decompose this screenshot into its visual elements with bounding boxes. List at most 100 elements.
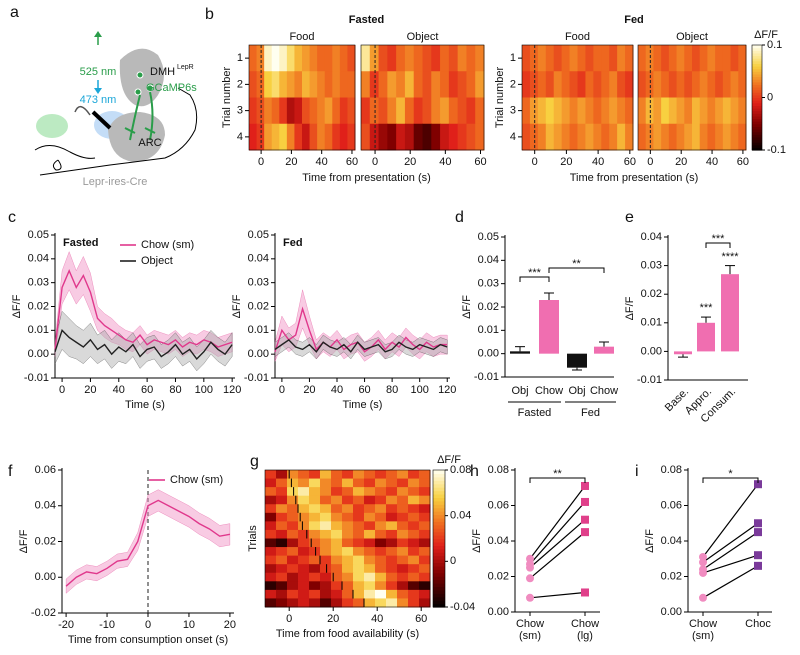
heatmap-cell bbox=[408, 555, 420, 565]
x-tick-label: 40 bbox=[316, 156, 328, 168]
heatmap-cell bbox=[386, 538, 398, 548]
heatmap-cell bbox=[302, 71, 311, 98]
heatmap-cell bbox=[668, 123, 678, 151]
heatmap-cell bbox=[529, 71, 539, 98]
pair-line bbox=[529, 519, 586, 569]
significance-label: *** bbox=[712, 233, 726, 245]
y-axis-label: ΔF/F bbox=[18, 529, 30, 553]
x-tick-label: Choc bbox=[745, 618, 771, 630]
heatmap-cell bbox=[577, 123, 586, 151]
heatmap-cell bbox=[342, 555, 354, 565]
heatmap-cell bbox=[431, 71, 441, 98]
heatmap-cell bbox=[653, 45, 662, 72]
heatmap-cell bbox=[298, 504, 310, 514]
heatmap-cell bbox=[475, 45, 485, 72]
pair-line bbox=[702, 483, 759, 558]
heatmap-cell bbox=[265, 564, 277, 574]
heatmap-cell bbox=[419, 478, 431, 488]
y-tick-label: 0.08 bbox=[661, 464, 682, 476]
y-tick-label: 0.05 bbox=[28, 229, 49, 241]
heatmap-cell bbox=[298, 529, 310, 539]
heatmap-cell bbox=[408, 589, 420, 599]
heatmap-cell bbox=[730, 71, 739, 98]
heatmap-cell bbox=[408, 495, 420, 505]
heatmap-cell bbox=[638, 71, 647, 98]
point bbox=[581, 588, 589, 597]
y-tick-label: 0.04 bbox=[248, 253, 269, 265]
group-title: Fasted bbox=[349, 14, 384, 26]
heatmap-cell bbox=[309, 564, 321, 574]
point bbox=[754, 528, 762, 537]
significance-bracket bbox=[702, 477, 759, 483]
heatmap-cell bbox=[276, 529, 288, 539]
heatmap-cell bbox=[561, 45, 571, 72]
heatmap-cell bbox=[387, 123, 397, 151]
heatmap-cell bbox=[396, 71, 406, 98]
heatmap-cell bbox=[645, 97, 654, 125]
heatmap-cell bbox=[676, 97, 685, 125]
heatmap-cell bbox=[431, 123, 441, 151]
heatmap-cell bbox=[738, 123, 747, 151]
heatmap-cell bbox=[408, 512, 420, 522]
heatmap-cell bbox=[324, 45, 333, 72]
x-tick-label: 60 bbox=[358, 384, 370, 396]
heatmap-cell bbox=[364, 529, 376, 539]
heatmap-cell bbox=[386, 470, 398, 480]
heatmap-cell bbox=[715, 97, 724, 125]
heatmap-cell bbox=[375, 564, 387, 574]
heatmap-cell bbox=[332, 45, 341, 72]
heatmap-cell bbox=[419, 521, 431, 531]
heatmap-cell bbox=[331, 521, 343, 531]
colorbar-segment bbox=[433, 596, 445, 601]
pair-line bbox=[529, 485, 586, 560]
panel-label: e bbox=[625, 209, 634, 226]
x-tick-label: 20 bbox=[675, 156, 687, 168]
heatmap-cell bbox=[545, 97, 555, 125]
heatmap-cell bbox=[320, 547, 332, 557]
y-tick-label: 0.04 bbox=[641, 231, 662, 243]
heatmap-cell bbox=[722, 123, 732, 151]
heatmap-cell bbox=[386, 572, 398, 582]
heatmap-cell bbox=[309, 71, 318, 98]
heatmap-cell bbox=[309, 581, 321, 591]
heatmap-cell bbox=[577, 71, 586, 98]
colorbar-segment bbox=[752, 45, 762, 49]
pair-line bbox=[702, 554, 759, 574]
heatmap-cell bbox=[529, 123, 539, 151]
heatmap-cell bbox=[601, 45, 610, 72]
y-tick-label: 0.01 bbox=[478, 324, 499, 336]
x-tick-label: 100 bbox=[195, 384, 213, 396]
heatmap-cell bbox=[545, 71, 555, 98]
y-tick-label: 3 bbox=[237, 105, 243, 117]
colorbar-segment bbox=[752, 55, 762, 59]
colorbar-segment bbox=[752, 100, 762, 104]
heatmap-cell bbox=[457, 97, 467, 125]
heatmap-cell bbox=[287, 470, 299, 480]
heatmap-cell bbox=[309, 589, 321, 599]
heatmap-cell bbox=[553, 45, 563, 72]
heatmap-cell bbox=[419, 529, 431, 539]
heatmap-cell bbox=[320, 504, 332, 514]
group-title: Fed bbox=[624, 14, 644, 26]
heatmap-cell bbox=[271, 71, 280, 98]
heatmap-cell bbox=[419, 487, 431, 497]
heatmap-cell bbox=[309, 521, 321, 531]
heatmap-cell bbox=[320, 495, 332, 505]
panel-title: Object bbox=[407, 31, 439, 43]
bar bbox=[539, 300, 559, 354]
heatmap-cell bbox=[684, 71, 693, 98]
heatmap-cell bbox=[331, 538, 343, 548]
heatmap-cell bbox=[601, 71, 610, 98]
point bbox=[526, 563, 534, 572]
x-tick-label: Chow (lg) bbox=[570, 618, 600, 642]
colorbar-tick-label: 0.1 bbox=[767, 39, 782, 51]
colorbar-segment bbox=[433, 565, 445, 570]
heatmap-cell bbox=[276, 495, 288, 505]
heatmap-cell bbox=[738, 45, 747, 72]
heatmap-cell bbox=[276, 572, 288, 582]
heatmap-cell bbox=[387, 71, 397, 98]
heatmap-cell bbox=[668, 97, 678, 125]
y-tick-label: 0.08 bbox=[488, 464, 509, 476]
heatmap-cell bbox=[298, 564, 310, 574]
heatmap-cell bbox=[339, 123, 348, 151]
